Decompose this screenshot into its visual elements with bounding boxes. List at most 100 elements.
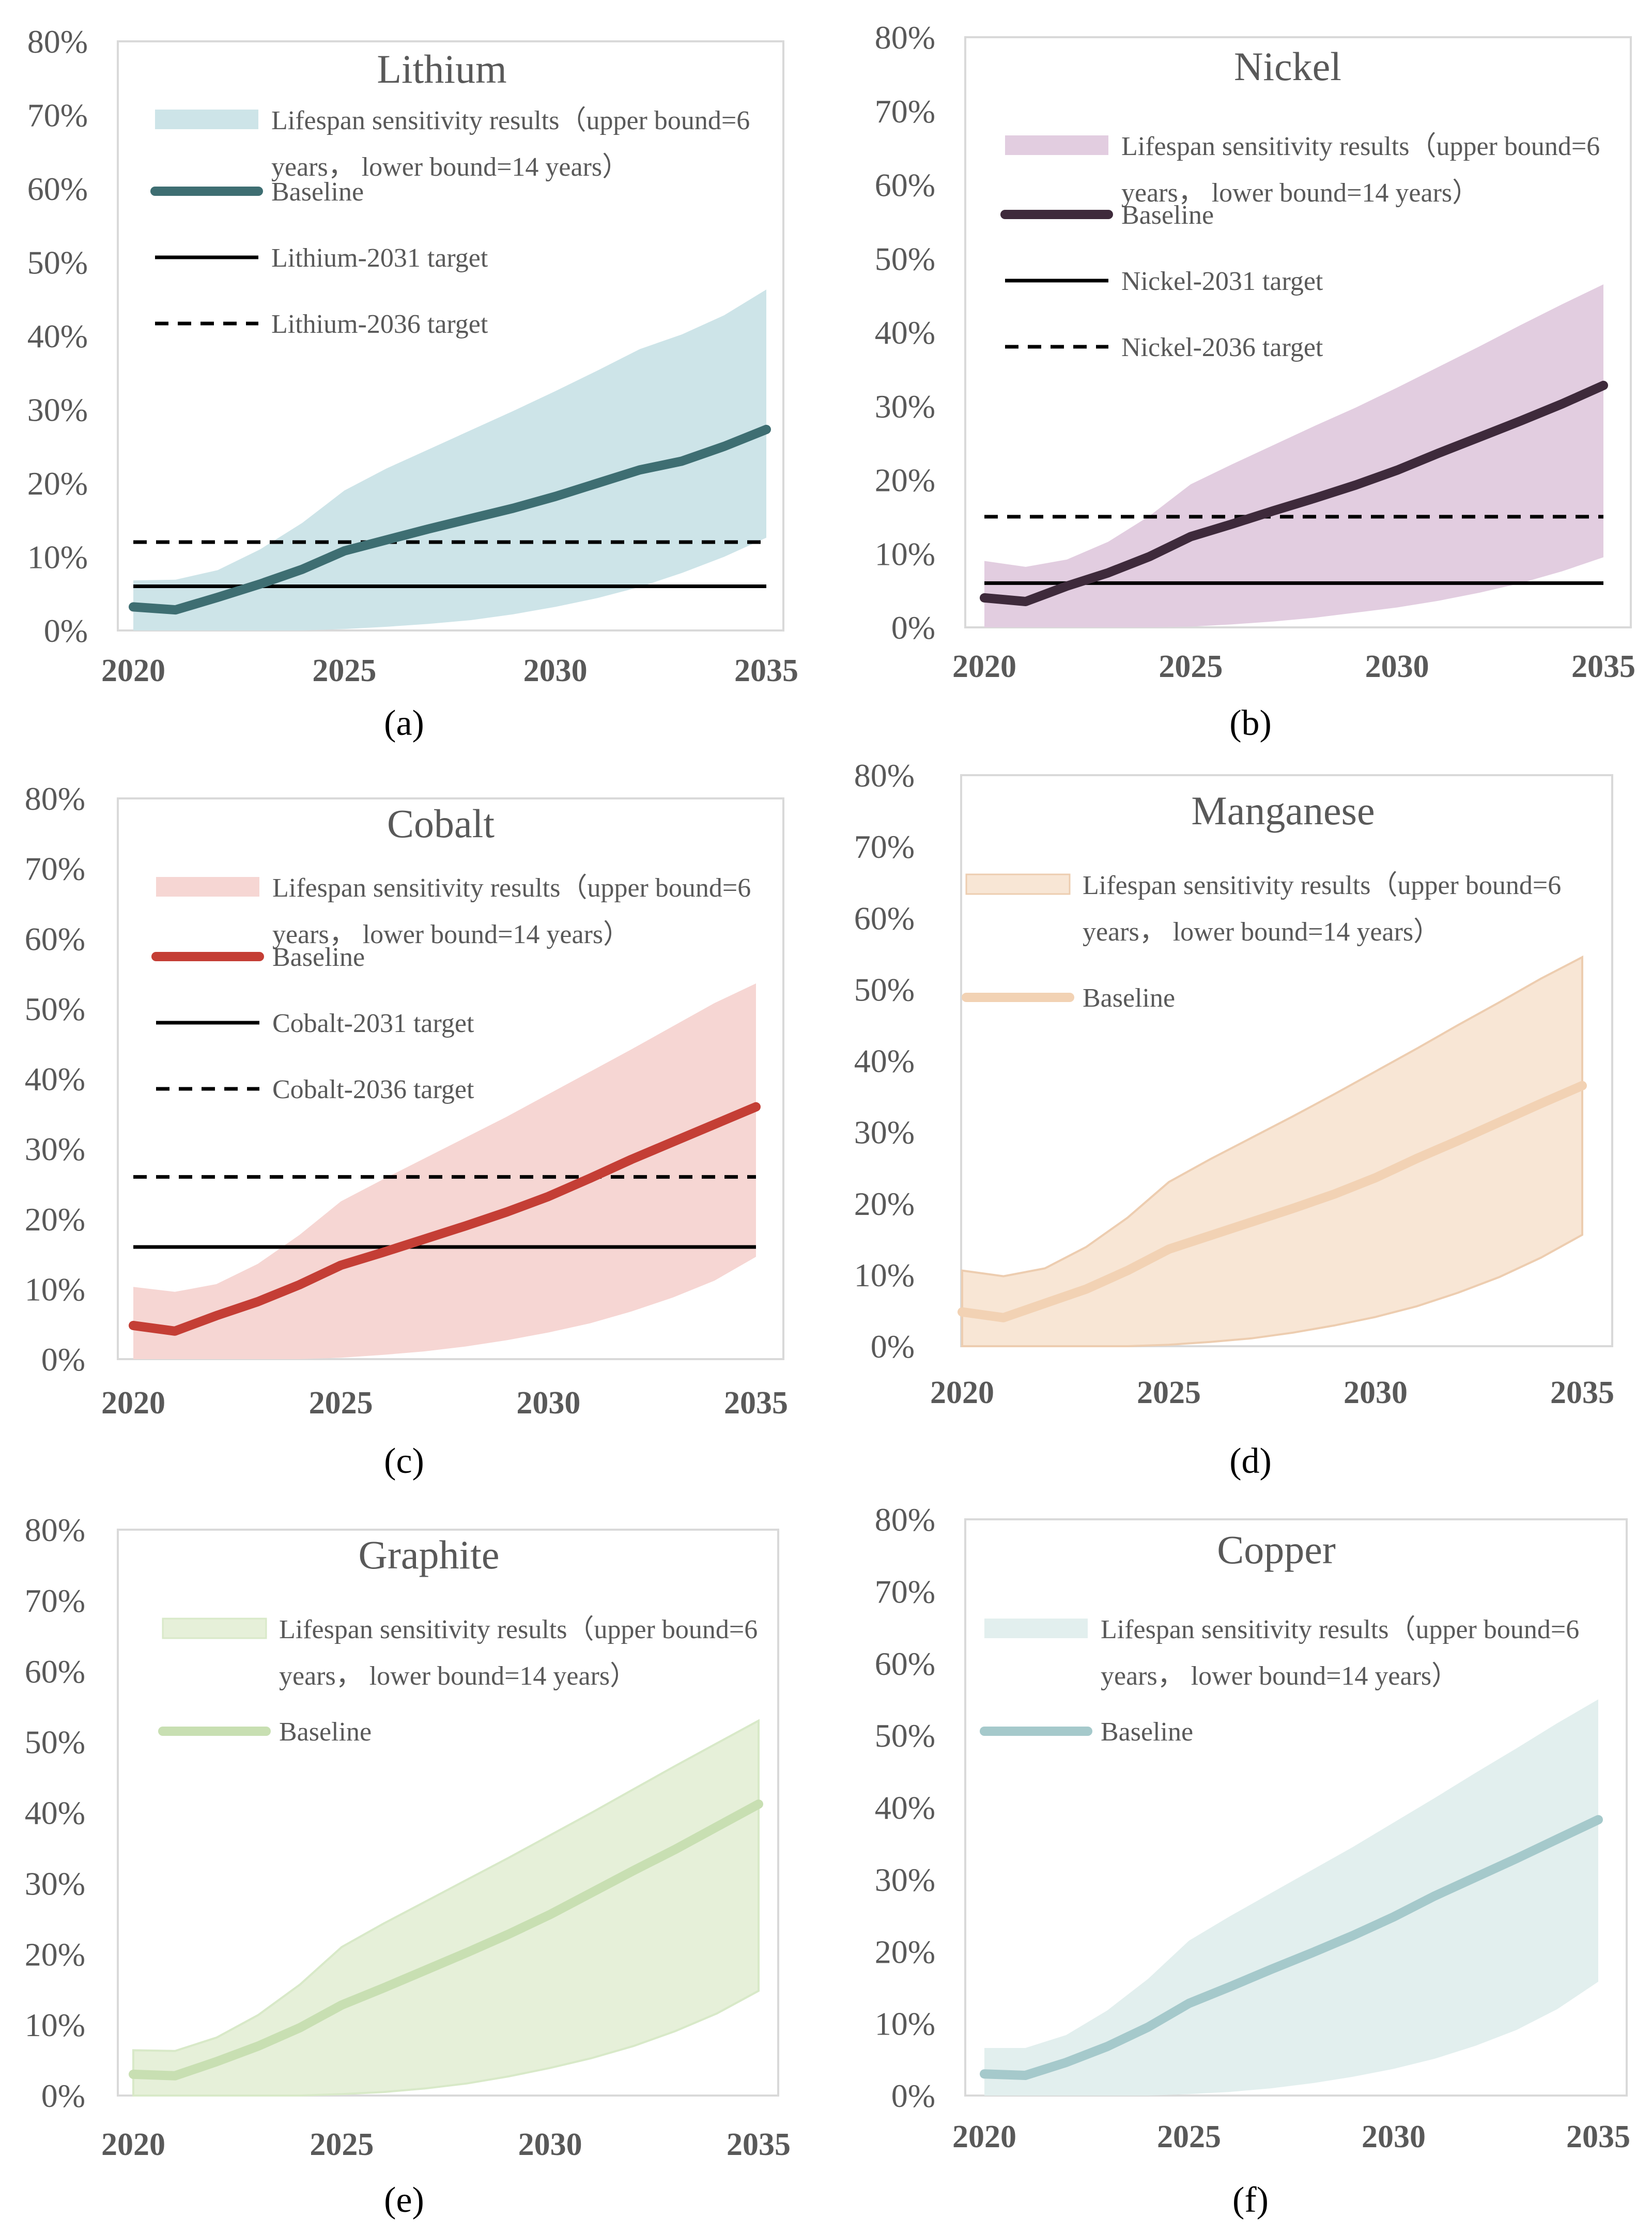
plot-frame bbox=[964, 1518, 1628, 2097]
panel-a: 0% 10% 20% 30% 40% 50% 60% 70% 80% 2020 2025 2030 20… bbox=[27, 23, 798, 743]
x-tick-label: 2030 bbox=[518, 2127, 582, 2162]
y-tick-label: 20% bbox=[875, 1933, 935, 1970]
baseline-line bbox=[980, 1815, 1603, 2080]
x-tick-label: 2035 bbox=[727, 2127, 791, 2162]
y-tick-label: 70% bbox=[25, 851, 85, 887]
panel-caption: (b) bbox=[1229, 703, 1272, 743]
legend-band-swatch bbox=[984, 1619, 1088, 1638]
plot-frame bbox=[964, 36, 1632, 628]
y-tick-label: 70% bbox=[27, 97, 88, 134]
y-tick-label: 20% bbox=[27, 465, 88, 502]
legend-band-label: Lifespan sensitivity results（upper bound… bbox=[271, 106, 750, 135]
y-tick-label: 0% bbox=[41, 2077, 85, 2114]
y-tick-label: 40% bbox=[854, 1043, 915, 1080]
panel-e: 0% 10% 20% 30% 40% 50% 60% 70% 80% 2020 2025 2030 20… bbox=[25, 1512, 791, 2220]
panel-caption: (d) bbox=[1229, 1441, 1272, 1481]
y-tick-label: 40% bbox=[875, 1790, 935, 1826]
plot-frame bbox=[960, 774, 1613, 1347]
chart-title: Lithium bbox=[377, 47, 506, 91]
y-tick-label: 80% bbox=[27, 23, 88, 60]
legend-band-swatch bbox=[965, 873, 1071, 895]
y-tick-label: 10% bbox=[25, 1271, 85, 1307]
y-tick-label: 10% bbox=[854, 1257, 915, 1293]
y-tick-label: 0% bbox=[44, 612, 88, 649]
y-tick-label: 50% bbox=[875, 240, 935, 277]
y-tick-label: 50% bbox=[854, 971, 915, 1008]
legend-baseline-label: Baseline bbox=[272, 943, 365, 972]
legend-baseline-label: Baseline bbox=[1083, 983, 1175, 1013]
baseline-line bbox=[129, 1102, 761, 1336]
y-tick-label: 50% bbox=[27, 244, 88, 281]
legend-band-label-line2: years， lower bound=14 years） bbox=[1083, 917, 1440, 947]
y-tick-label: 0% bbox=[891, 2077, 935, 2114]
y-tick-label: 30% bbox=[25, 1131, 85, 1167]
y-tick-label: 80% bbox=[875, 1501, 935, 1538]
y-tick-label: 30% bbox=[25, 1865, 85, 1902]
y-tick-label: 20% bbox=[854, 1185, 915, 1222]
legend-band-label: Lifespan sensitivity results（upper bound… bbox=[272, 873, 751, 903]
y-tick-label: 30% bbox=[854, 1114, 915, 1151]
legend-band-label-line2: years， lower bound=14 years） bbox=[271, 152, 629, 182]
x-tick-label: 2020 bbox=[930, 1375, 994, 1410]
panel-caption: (e) bbox=[384, 2180, 424, 2220]
legend-2036-label: Lithium-2036 target bbox=[271, 310, 488, 339]
panel-f: 0% 10% 20% 30% 40% 50% 60% 70% 80% 2020 2025 2030 20… bbox=[875, 1501, 1630, 2220]
y-tick-label: 30% bbox=[27, 392, 88, 428]
legend-band-label-line2: years， lower bound=14 years） bbox=[1121, 178, 1479, 208]
legend-2036-label: Nickel-2036 target bbox=[1121, 333, 1323, 362]
x-tick-label: 2020 bbox=[101, 1385, 165, 1421]
legend-baseline-label: Baseline bbox=[1121, 201, 1214, 230]
x-tick-label: 2020 bbox=[952, 2119, 1016, 2154]
y-tick-label: 60% bbox=[27, 171, 88, 207]
plot-frame bbox=[117, 1529, 779, 2097]
y-tick-label: 50% bbox=[25, 1724, 85, 1761]
baseline-line bbox=[980, 380, 1608, 606]
y-tick-label: 50% bbox=[875, 1717, 935, 1754]
legend-band-label-line2: years， lower bound=14 years） bbox=[272, 920, 630, 949]
legend-band-label: Lifespan sensitivity results（upper bound… bbox=[279, 1615, 758, 1644]
panel-c: 0% 10% 20% 30% 40% 50% 60% 70% 80% 2020 2025 2030 20… bbox=[25, 780, 788, 1481]
chart-title: Manganese bbox=[1191, 788, 1375, 833]
legend-2031-label: Nickel-2031 target bbox=[1121, 267, 1323, 296]
y-tick-label: 60% bbox=[25, 920, 85, 957]
y-tick-label: 10% bbox=[875, 2006, 935, 2042]
x-tick-label: 2030 bbox=[1365, 649, 1429, 684]
y-tick-label: 70% bbox=[875, 1573, 935, 1610]
y-tick-label: 70% bbox=[875, 93, 935, 130]
x-tick-label: 2035 bbox=[724, 1385, 788, 1421]
x-tick-label: 2035 bbox=[1571, 649, 1635, 684]
y-tick-label: 80% bbox=[25, 780, 85, 817]
sensitivity-band bbox=[984, 284, 1603, 627]
x-tick-label: 2030 bbox=[1362, 2119, 1426, 2154]
panel-d: 0% 10% 20% 30% 40% 50% 60% 70% 80% 2020 2025 2030 20… bbox=[854, 757, 1614, 1481]
x-tick-label: 2025 bbox=[312, 653, 376, 688]
x-tick-label: 2030 bbox=[1344, 1375, 1408, 1410]
y-tick-label: 0% bbox=[871, 1328, 915, 1365]
x-tick-label: 2030 bbox=[516, 1385, 580, 1421]
chart-title: Copper bbox=[1217, 1527, 1336, 1572]
x-tick-label: 2025 bbox=[309, 1385, 373, 1421]
x-tick-label: 2025 bbox=[1157, 2119, 1221, 2154]
y-tick-label: 60% bbox=[854, 900, 915, 936]
legend-2036-label: Cobalt-2036 target bbox=[272, 1075, 474, 1104]
legend-2031-label: Lithium-2031 target bbox=[271, 243, 488, 273]
legend-band-swatch bbox=[155, 110, 258, 129]
y-tick-label: 70% bbox=[854, 828, 915, 865]
x-tick-label: 2035 bbox=[1550, 1375, 1614, 1410]
y-tick-label: 70% bbox=[25, 1582, 85, 1619]
legend-band-label-line2: years， lower bound=14 years） bbox=[279, 1661, 637, 1691]
y-tick-label: 80% bbox=[854, 757, 915, 794]
plot-frame bbox=[117, 40, 784, 632]
x-tick-label: 2035 bbox=[1566, 2119, 1630, 2154]
y-tick-label: 20% bbox=[875, 462, 935, 499]
chart-title: Graphite bbox=[359, 1532, 500, 1577]
plot-frame bbox=[117, 797, 784, 1360]
y-tick-label: 10% bbox=[875, 535, 935, 572]
y-tick-label: 0% bbox=[41, 1341, 85, 1378]
chart-title: Cobalt bbox=[387, 801, 495, 846]
legend-baseline-label: Baseline bbox=[1101, 1717, 1193, 1747]
y-tick-label: 80% bbox=[875, 19, 935, 56]
y-tick-label: 40% bbox=[875, 314, 935, 351]
y-tick-label: 40% bbox=[25, 1795, 85, 1831]
y-tick-label: 60% bbox=[25, 1653, 85, 1690]
